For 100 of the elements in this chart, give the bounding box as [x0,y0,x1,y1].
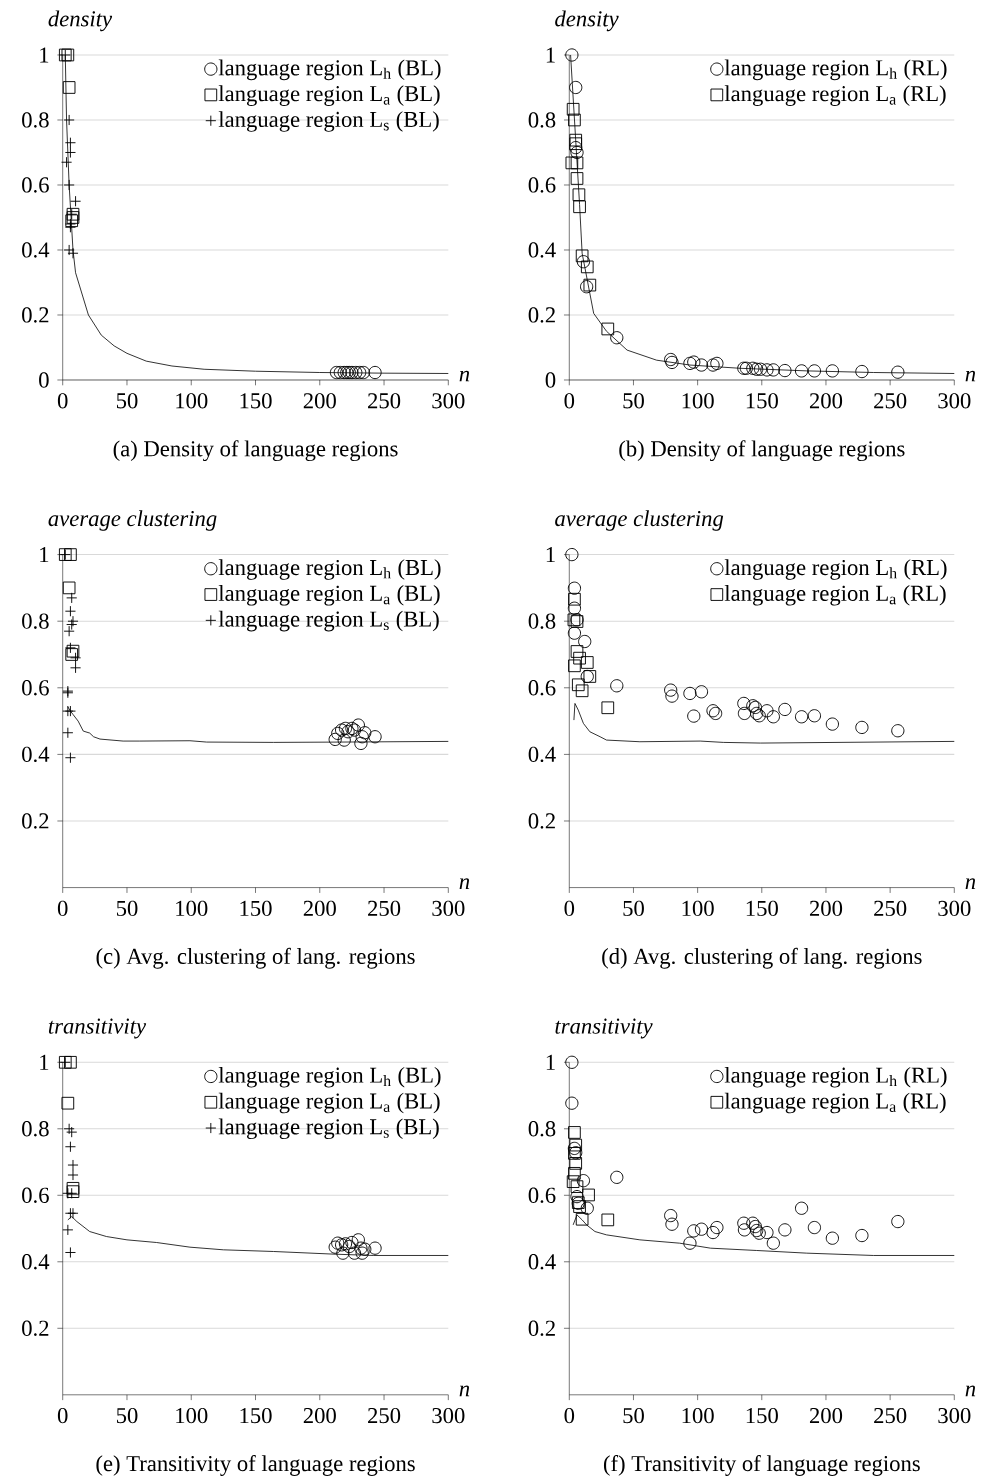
point [766,710,780,724]
point [664,1208,678,1223]
x-tick-label: 50 [116,393,138,409]
text: (c) Avg. clustering of lang. regions [96,947,415,969]
x-tick-label: 0 [57,393,68,409]
y-tick-label: 0.4 [528,746,556,763]
point [329,365,344,380]
point [566,1175,580,1188]
point [794,1201,809,1215]
point [64,752,76,764]
text: (f) Transitivity of language regions [603,1455,920,1476]
y-tick-label: 1 [546,47,555,63]
x-tick-label: 200 [809,393,843,409]
x-tick-label: 150 [746,393,778,409]
point [750,362,764,376]
point [61,156,73,168]
point [748,1219,762,1234]
point [610,679,624,693]
point [687,1224,701,1238]
point [572,188,586,202]
point [568,592,581,606]
point [664,683,678,697]
x-tick-label: 300 [432,393,465,409]
point [67,247,79,259]
point [567,626,582,640]
y-axis-title: density [48,10,113,32]
point [353,365,367,380]
point [766,1236,780,1250]
y-axis-title: average clustering [555,510,724,531]
x-axis-title: n [965,370,976,382]
point [64,137,76,149]
x-tick-label: 100 [176,393,208,409]
legend-label: language region L$_{a}$ (BL) [218,584,440,606]
point [753,362,768,376]
point [567,1141,582,1156]
legend-label: language region L$_{a}$ (RL) [724,1092,946,1114]
point [778,1223,792,1237]
x-tick-label: 100 [176,900,208,917]
x-tick-label: 300 [432,1407,465,1424]
point [66,592,78,604]
x-tick-label: 0 [57,900,68,917]
point [694,1222,709,1236]
point [610,1170,624,1184]
point [706,358,720,372]
y-tick-label: 0 [545,372,556,388]
y-tick-label: 0.2 [528,307,555,323]
point [565,1096,579,1110]
x-tick-label: 300 [938,393,971,409]
point [61,1096,75,1110]
x-tick-label: 50 [116,1407,138,1424]
x-tick-label: 150 [746,1407,778,1424]
x-tick-label: 250 [368,1407,401,1424]
point [794,364,809,378]
x-tick-label: 200 [303,1407,336,1424]
point [737,1223,752,1237]
point [336,1246,350,1260]
y-axis-title: density [555,10,619,32]
x-tick-label: 200 [809,900,843,917]
point [570,145,584,160]
point [64,642,76,654]
point [778,363,792,378]
point [356,365,371,380]
y-tick-label: 1 [40,1054,49,1070]
point [66,644,80,658]
legend-label: language region L$_{h}$ (BL) [218,559,441,580]
point [825,1231,839,1245]
point [64,1246,76,1259]
y-tick-label: 0.8 [528,1121,556,1137]
point [341,725,355,739]
point [855,364,869,379]
point [70,662,82,674]
point [737,696,751,711]
x-tick-label: 250 [874,900,907,917]
point [568,1167,581,1180]
point [566,102,580,116]
y-tick-label: 0.2 [528,1320,555,1336]
x-tick-label: 200 [809,1407,843,1424]
point [328,1240,342,1254]
point [66,1181,80,1195]
x-tick-label: 50 [623,393,644,409]
point [575,249,589,263]
point [569,133,583,147]
x-tick-label: 50 [623,1407,644,1424]
point [351,1233,365,1247]
point [766,363,780,377]
legend-label: language region L$_{h}$ (BL) [218,59,441,81]
point [855,1228,869,1243]
point [328,732,342,747]
line-series [573,703,955,744]
y-tick-label: 0.8 [22,613,49,629]
point [687,355,701,369]
x-tick-label: 150 [240,1407,272,1424]
legend-label: language region L$_{h}$ (BL) [218,1066,441,1088]
legend-label: language region L$_{s}$ (BL) [218,111,439,132]
point [694,685,709,699]
point [565,1055,579,1069]
point [368,365,382,380]
point [368,1241,382,1255]
point [338,1237,353,1251]
point [337,733,351,747]
